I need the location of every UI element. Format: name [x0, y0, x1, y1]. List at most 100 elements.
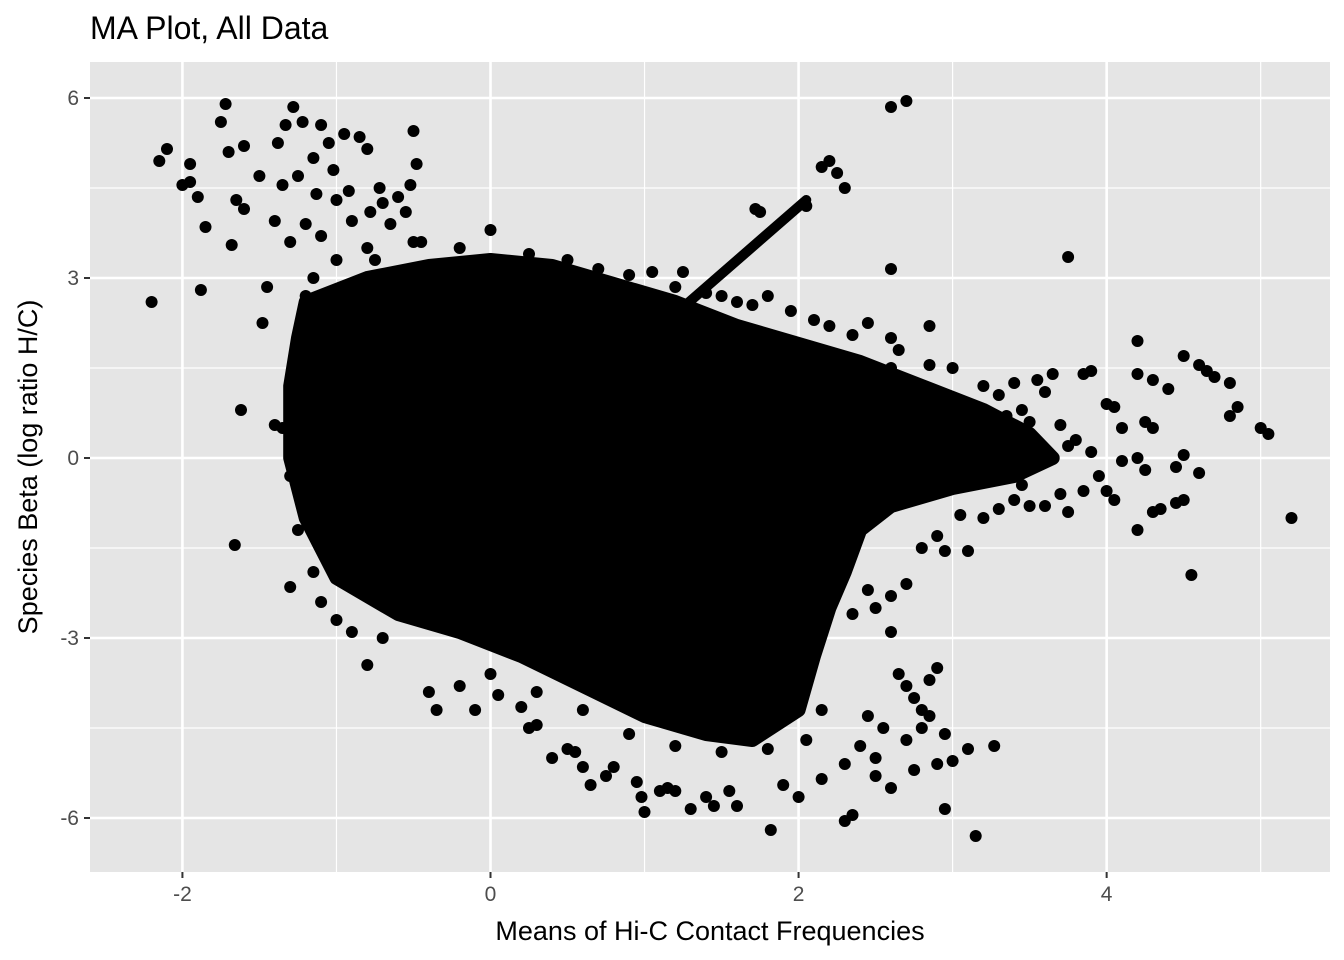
scatter-point	[931, 662, 944, 674]
scatter-point	[1085, 446, 1098, 458]
scatter-point	[885, 626, 897, 638]
scatter-point	[923, 359, 936, 371]
scatter-point	[607, 761, 620, 773]
scatter-point	[569, 746, 582, 758]
scatter-point	[1015, 479, 1028, 491]
scatter-point	[1008, 494, 1021, 506]
scatter-point	[1208, 371, 1221, 383]
scatter-point	[869, 602, 882, 614]
y-tick-label: -6	[60, 807, 79, 830]
scatter-point	[761, 290, 774, 302]
scatter-point	[954, 509, 967, 521]
scatter-point	[838, 758, 851, 770]
scatter-point	[731, 296, 743, 308]
scatter-point	[800, 734, 813, 746]
y-tick-label: 6	[67, 87, 79, 110]
scatter-point	[484, 668, 497, 680]
scatter-point	[1108, 401, 1121, 413]
scatter-point	[361, 659, 374, 671]
scatter-point	[561, 254, 574, 266]
scatter-point	[838, 182, 851, 194]
data-points	[145, 95, 1298, 842]
scatter-point	[430, 704, 443, 716]
scatter-point	[823, 320, 836, 332]
scatter-point	[669, 740, 682, 752]
scatter-point	[885, 101, 897, 113]
scatter-point	[877, 722, 890, 734]
scatter-point	[330, 614, 343, 626]
x-axis: -2 0 2 4	[173, 872, 1113, 906]
scatter-point	[1223, 410, 1236, 422]
scatter-point	[345, 626, 358, 638]
scatter-point	[584, 779, 597, 791]
scatter-point	[230, 194, 243, 206]
scatter-point	[384, 218, 397, 230]
scatter-point	[453, 680, 466, 692]
scatter-point	[646, 266, 659, 278]
scatter-point	[869, 752, 882, 764]
scatter-point	[1039, 386, 1051, 398]
scatter-point	[376, 197, 389, 209]
y-axis: -6 -3 0 3 6	[60, 87, 90, 830]
scatter-point	[900, 95, 913, 107]
scatter-point	[1231, 401, 1244, 413]
scatter-point	[1046, 368, 1059, 380]
scatter-point	[523, 248, 535, 260]
scatter-point	[969, 830, 982, 842]
scatter-point	[484, 224, 497, 236]
scatter-point	[931, 758, 944, 770]
scatter-point	[284, 236, 297, 248]
scatter-point	[492, 689, 505, 701]
scatter-point	[392, 191, 405, 203]
scatter-point	[892, 344, 905, 356]
scatter-point	[1031, 374, 1044, 386]
scatter-point	[800, 200, 813, 212]
scatter-point	[1170, 461, 1182, 473]
scatter-point	[1023, 500, 1036, 512]
scatter-point	[310, 188, 323, 200]
scatter-point	[1077, 485, 1090, 497]
scatter-point	[992, 389, 1005, 401]
scatter-point	[296, 116, 309, 128]
dense-point-cloud	[283, 195, 1060, 747]
scatter-point	[315, 230, 328, 242]
x-axis-title: Means of Hi-C Contact Frequencies	[495, 916, 924, 946]
scatter-point	[962, 743, 974, 755]
scatter-point	[238, 140, 250, 152]
scatter-point	[546, 752, 559, 764]
scatter-point	[808, 314, 820, 326]
scatter-point	[723, 785, 736, 797]
scatter-point	[338, 128, 351, 140]
scatter-point	[946, 755, 959, 767]
scatter-point	[638, 806, 651, 818]
chart-title: MA Plot, All Data	[90, 10, 329, 46]
scatter-point	[284, 581, 297, 593]
scatter-point	[831, 167, 844, 179]
scatter-point	[1131, 524, 1144, 536]
scatter-point	[299, 356, 312, 368]
scatter-point	[1285, 512, 1298, 524]
scatter-point	[1170, 497, 1182, 509]
scatter-point	[145, 296, 158, 308]
scatter-point	[330, 194, 343, 206]
scatter-point	[1054, 488, 1067, 500]
scatter-point	[322, 308, 335, 320]
scatter-point	[677, 266, 689, 278]
scatter-point	[938, 545, 951, 557]
scatter-point	[669, 785, 682, 797]
scatter-point	[530, 686, 543, 698]
scatter-point	[700, 287, 713, 299]
scatter-point	[353, 131, 366, 143]
scatter-point	[1116, 455, 1128, 467]
scatter-point	[153, 155, 166, 167]
scatter-point	[238, 203, 250, 215]
x-tick-label: 0	[485, 883, 497, 906]
scatter-point	[764, 824, 777, 836]
scatter-point	[846, 608, 859, 620]
y-axis-title: Species Beta (log ratio H/C)	[13, 300, 43, 635]
scatter-point	[630, 776, 643, 788]
scatter-point	[715, 746, 728, 758]
scatter-point	[592, 263, 605, 275]
scatter-point	[938, 728, 951, 740]
scatter-point	[885, 263, 897, 275]
